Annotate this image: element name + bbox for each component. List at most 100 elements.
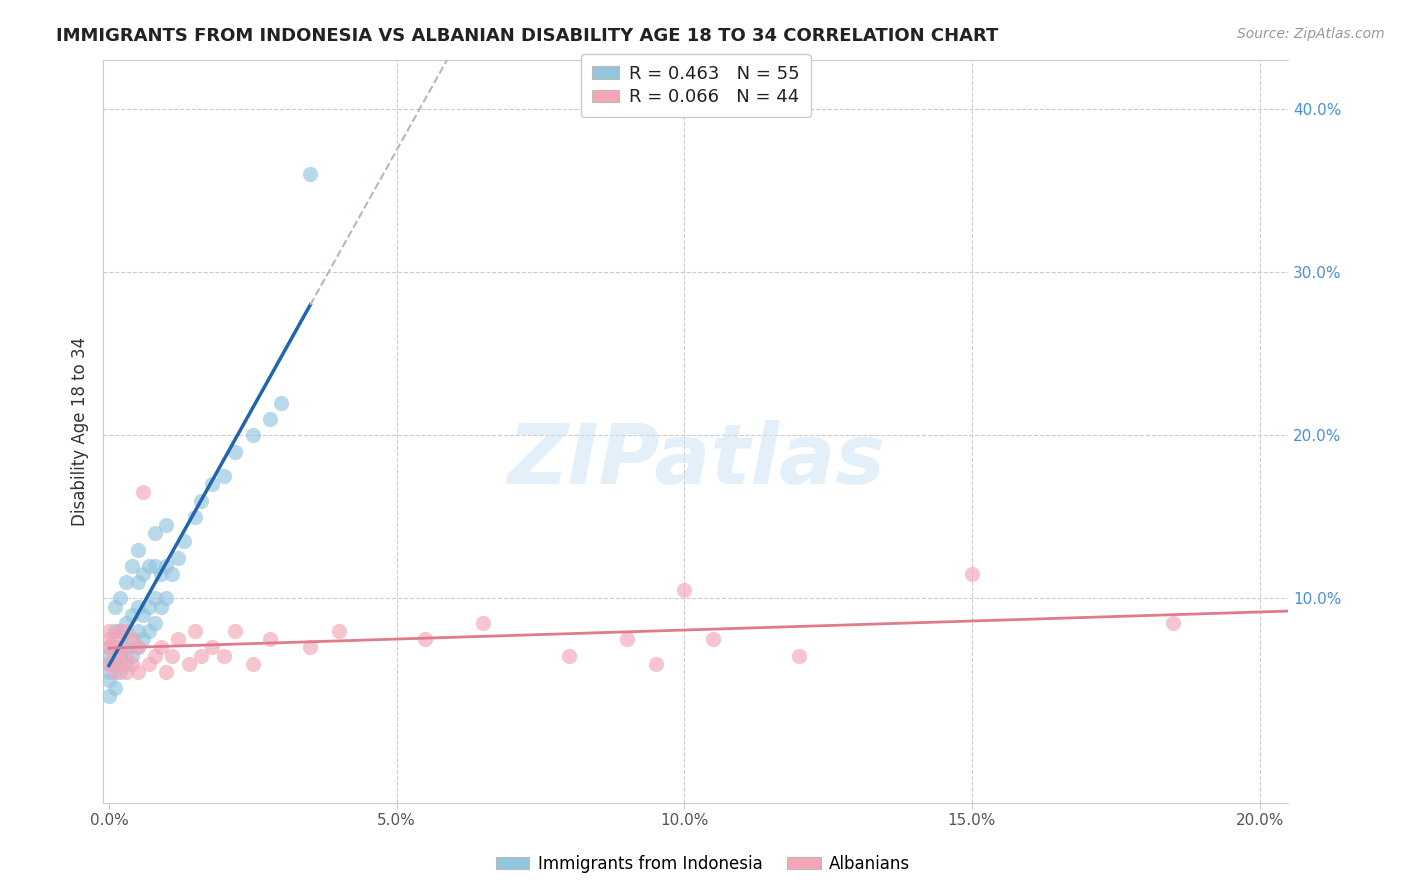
Point bbox=[115, 657, 138, 671]
Point bbox=[110, 665, 132, 679]
Point bbox=[212, 648, 235, 663]
Point bbox=[155, 558, 177, 573]
Point bbox=[110, 657, 132, 671]
Point bbox=[673, 583, 696, 598]
Point bbox=[1163, 615, 1185, 630]
Point bbox=[167, 550, 190, 565]
Point bbox=[104, 599, 127, 614]
Point bbox=[104, 632, 127, 647]
Point bbox=[97, 640, 120, 655]
Point bbox=[115, 640, 138, 655]
Point bbox=[167, 632, 190, 647]
Point bbox=[97, 665, 120, 679]
Legend: Immigrants from Indonesia, Albanians: Immigrants from Indonesia, Albanians bbox=[489, 848, 917, 880]
Point bbox=[789, 648, 811, 663]
Point bbox=[132, 567, 155, 582]
Point bbox=[97, 673, 120, 687]
Legend: R = 0.463   N = 55, R = 0.066   N = 44: R = 0.463 N = 55, R = 0.066 N = 44 bbox=[581, 54, 811, 117]
Point bbox=[160, 648, 183, 663]
Text: ZIPatlas: ZIPatlas bbox=[506, 420, 884, 501]
Point bbox=[143, 558, 166, 573]
Point bbox=[110, 624, 132, 639]
Point bbox=[127, 640, 149, 655]
Point bbox=[104, 648, 127, 663]
Point bbox=[190, 493, 212, 508]
Point bbox=[259, 632, 281, 647]
Point bbox=[97, 657, 120, 671]
Point bbox=[415, 632, 437, 647]
Point bbox=[97, 640, 120, 655]
Point bbox=[115, 624, 138, 639]
Point bbox=[110, 591, 132, 606]
Point bbox=[471, 615, 494, 630]
Point bbox=[179, 657, 201, 671]
Point bbox=[224, 624, 246, 639]
Y-axis label: Disability Age 18 to 34: Disability Age 18 to 34 bbox=[72, 336, 89, 525]
Point bbox=[201, 640, 224, 655]
Point bbox=[127, 575, 149, 590]
Point bbox=[270, 395, 292, 409]
Point bbox=[201, 477, 224, 491]
Point bbox=[702, 632, 724, 647]
Point bbox=[104, 624, 127, 639]
Point bbox=[160, 567, 183, 582]
Point bbox=[115, 575, 138, 590]
Point bbox=[173, 534, 195, 549]
Point bbox=[97, 690, 120, 704]
Point bbox=[299, 640, 322, 655]
Point bbox=[104, 681, 127, 696]
Point bbox=[97, 648, 120, 663]
Point bbox=[224, 444, 246, 458]
Point bbox=[110, 624, 132, 639]
Point bbox=[184, 624, 207, 639]
Point bbox=[960, 567, 983, 582]
Point bbox=[138, 657, 160, 671]
Point bbox=[121, 648, 143, 663]
Point bbox=[644, 657, 666, 671]
Point bbox=[115, 615, 138, 630]
Point bbox=[616, 632, 638, 647]
Point bbox=[328, 624, 350, 639]
Point bbox=[149, 567, 172, 582]
Point bbox=[104, 657, 127, 671]
Point bbox=[127, 542, 149, 557]
Point bbox=[242, 657, 264, 671]
Text: IMMIGRANTS FROM INDONESIA VS ALBANIAN DISABILITY AGE 18 TO 34 CORRELATION CHART: IMMIGRANTS FROM INDONESIA VS ALBANIAN DI… bbox=[56, 27, 998, 45]
Point bbox=[132, 632, 155, 647]
Point bbox=[155, 518, 177, 533]
Point bbox=[127, 640, 149, 655]
Point bbox=[143, 591, 166, 606]
Point bbox=[127, 624, 149, 639]
Point bbox=[138, 599, 160, 614]
Point bbox=[97, 632, 120, 647]
Point bbox=[104, 640, 127, 655]
Point bbox=[155, 665, 177, 679]
Point bbox=[132, 607, 155, 622]
Point bbox=[299, 167, 322, 181]
Point bbox=[143, 526, 166, 541]
Point bbox=[259, 412, 281, 426]
Point bbox=[104, 665, 127, 679]
Point bbox=[143, 615, 166, 630]
Point bbox=[121, 657, 143, 671]
Point bbox=[121, 632, 143, 647]
Point bbox=[143, 648, 166, 663]
Point bbox=[127, 599, 149, 614]
Point bbox=[138, 558, 160, 573]
Text: Source: ZipAtlas.com: Source: ZipAtlas.com bbox=[1237, 27, 1385, 41]
Point bbox=[115, 665, 138, 679]
Point bbox=[149, 599, 172, 614]
Point bbox=[97, 624, 120, 639]
Point bbox=[155, 591, 177, 606]
Point bbox=[558, 648, 581, 663]
Point bbox=[132, 485, 155, 500]
Point bbox=[121, 632, 143, 647]
Point bbox=[184, 509, 207, 524]
Point bbox=[97, 657, 120, 671]
Point bbox=[121, 558, 143, 573]
Point bbox=[212, 469, 235, 483]
Point bbox=[149, 640, 172, 655]
Point bbox=[138, 624, 160, 639]
Point bbox=[190, 648, 212, 663]
Point bbox=[127, 665, 149, 679]
